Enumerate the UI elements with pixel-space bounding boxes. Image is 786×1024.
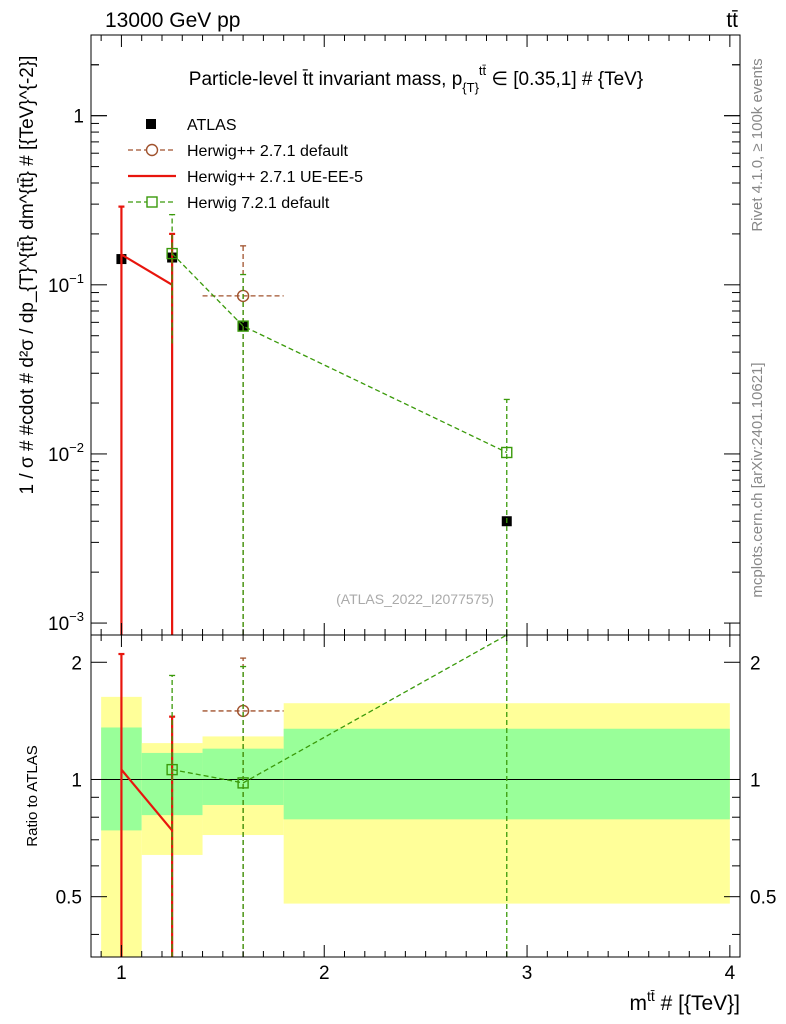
legend-entry: Herwig 7.2.1 default	[128, 195, 330, 212]
legend-entry: Herwig++ 2.7.1 default	[128, 143, 349, 160]
y-tick-label: 10−3	[48, 609, 84, 635]
ratio-tick-label-left: 0.5	[56, 888, 82, 909]
ratio-tick-label-left: 2	[71, 653, 82, 674]
legend: ATLAS Herwig++ 2.7.1 default Herwig++ 2.7.…	[128, 117, 363, 212]
series-line	[171, 253, 508, 454]
x-tick-label: 1	[116, 963, 127, 984]
ratio-frame	[90, 634, 741, 958]
x-axis-label: mtt̄ # [{TeV}]	[629, 988, 740, 1015]
legend-marker	[146, 196, 158, 208]
axes: 1 2 3 4 10−3 10−2 10−1 1 0.5 0.5 1 1 2 2	[48, 34, 776, 984]
ratio-series-line	[120, 768, 173, 832]
legend-entry: ATLAS	[146, 117, 237, 134]
series-marker	[237, 320, 249, 332]
x-tick-label: 4	[725, 963, 736, 984]
legend-marker	[146, 119, 156, 129]
ratio-tick-label-left: 1	[71, 770, 82, 791]
series-marker	[166, 247, 178, 260]
x-tick-label: 2	[319, 963, 330, 984]
ratio-series-marker	[237, 777, 249, 789]
y-tick-label: 10−1	[48, 271, 84, 297]
rivet-version-label: Rivet 4.1.0, ≥ 100k events	[749, 58, 766, 231]
legend-label: Herwig 7.2.1 default	[187, 195, 330, 212]
ratio-tick-label-right: 1	[750, 770, 761, 791]
ratio-tick-label-right: 2	[750, 653, 761, 674]
ratio-axis-label: Ratio to ATLAS	[24, 745, 41, 846]
ratio-series-line	[172, 634, 508, 784]
ratio-series-marker	[166, 763, 178, 776]
legend-entry: Herwig++ 2.7.1 UE-EE-5	[128, 169, 363, 186]
main-panel	[116, 205, 513, 635]
syst-band-inner	[283, 728, 730, 820]
energy-label: 13000 GeV pp	[105, 9, 240, 32]
ratio-panel	[91, 634, 740, 957]
legend-label: Herwig++ 2.7.1 default	[187, 143, 349, 160]
legend-label: ATLAS	[187, 117, 237, 134]
y-tick-label: 10−2	[48, 440, 84, 466]
mcplots-label: mcplots.cern.ch [arXiv:2401.10621]	[749, 362, 766, 597]
plot-title: Particle-level t̄t invariant mass, p{T}t…	[189, 63, 643, 95]
y-tick-label: 1	[73, 107, 84, 128]
legend-label: Herwig++ 2.7.1 UE-EE-5	[187, 169, 363, 186]
analysis-id-label: (ATLAS_2022_I2077575)	[336, 591, 494, 607]
legend-marker	[145, 143, 159, 157]
series-marker	[501, 446, 513, 459]
x-tick-label: 3	[522, 963, 533, 984]
y-axis-label: 1 / σ # #cdot # d²σ / dp_{T}^{tt̄} dm^{t…	[17, 56, 38, 495]
series-line	[120, 253, 173, 286]
ratio-tick-label-right: 0.5	[750, 888, 776, 909]
process-label: tt̄	[726, 9, 738, 32]
